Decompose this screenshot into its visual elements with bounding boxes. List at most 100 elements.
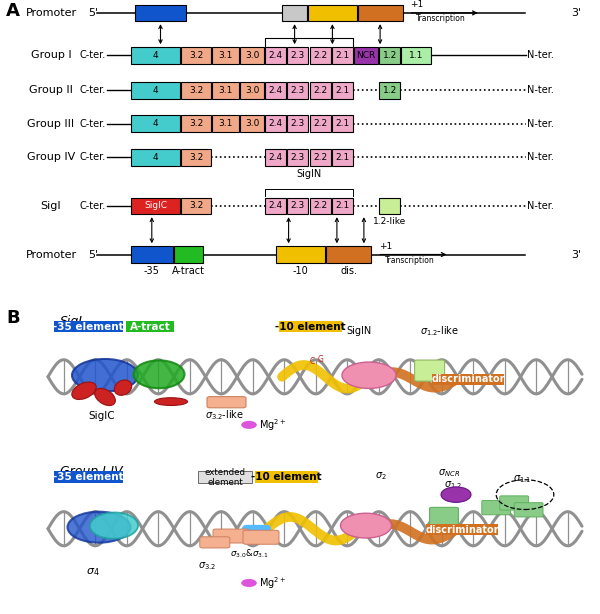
Bar bbox=[181, 82, 211, 99]
Bar bbox=[131, 149, 180, 166]
Text: -35 element: -35 element bbox=[53, 322, 124, 332]
Ellipse shape bbox=[95, 388, 115, 406]
Text: 2.4: 2.4 bbox=[269, 201, 283, 211]
Bar bbox=[181, 115, 211, 132]
Bar bbox=[126, 321, 174, 332]
Text: extended
element: extended element bbox=[205, 467, 245, 487]
Text: $\sigma_{NCR}$: $\sigma_{NCR}$ bbox=[438, 468, 460, 480]
Text: Mg$^{2+}$: Mg$^{2+}$ bbox=[259, 417, 286, 433]
Text: 2.3: 2.3 bbox=[291, 201, 305, 211]
Ellipse shape bbox=[341, 513, 392, 538]
Text: N-ter.: N-ter. bbox=[527, 201, 554, 211]
Ellipse shape bbox=[67, 511, 131, 543]
Text: Group I: Group I bbox=[31, 50, 71, 60]
Text: 2.4: 2.4 bbox=[269, 119, 283, 128]
Text: -35: -35 bbox=[144, 266, 160, 276]
Text: $\sigma_{3.2}$: $\sigma_{3.2}$ bbox=[198, 561, 216, 572]
Bar bbox=[265, 47, 286, 64]
Bar bbox=[379, 198, 400, 214]
Text: 2.2: 2.2 bbox=[313, 51, 327, 60]
Bar bbox=[174, 246, 203, 263]
Bar bbox=[135, 4, 186, 21]
Bar bbox=[332, 115, 353, 132]
FancyBboxPatch shape bbox=[243, 530, 279, 544]
Bar bbox=[310, 82, 331, 99]
Bar bbox=[287, 82, 308, 99]
Text: G: G bbox=[318, 356, 324, 364]
Text: 2.4: 2.4 bbox=[269, 51, 283, 60]
Text: N-ter.: N-ter. bbox=[527, 50, 554, 60]
Bar bbox=[308, 4, 357, 21]
Text: 3.1: 3.1 bbox=[218, 119, 233, 128]
Ellipse shape bbox=[115, 380, 131, 395]
Text: 2.1: 2.1 bbox=[335, 86, 349, 95]
Bar bbox=[332, 82, 353, 99]
Bar bbox=[240, 47, 264, 64]
Ellipse shape bbox=[72, 382, 96, 400]
Text: SigIN: SigIN bbox=[347, 326, 372, 336]
Text: 2.1: 2.1 bbox=[335, 201, 349, 211]
FancyBboxPatch shape bbox=[430, 507, 458, 527]
Text: 3.2: 3.2 bbox=[189, 153, 203, 161]
Bar bbox=[332, 149, 353, 166]
Text: Promoter: Promoter bbox=[25, 8, 77, 18]
Text: -10 element: -10 element bbox=[275, 322, 346, 332]
Text: 2.2: 2.2 bbox=[313, 86, 327, 95]
Bar bbox=[401, 47, 431, 64]
FancyBboxPatch shape bbox=[213, 529, 249, 543]
Circle shape bbox=[241, 421, 257, 429]
Bar bbox=[310, 149, 331, 166]
Text: 3.1: 3.1 bbox=[218, 51, 233, 60]
Bar bbox=[54, 472, 123, 483]
Circle shape bbox=[441, 487, 471, 502]
Text: 3.0: 3.0 bbox=[245, 86, 259, 95]
Bar bbox=[54, 321, 123, 332]
Bar bbox=[287, 149, 308, 166]
Bar bbox=[358, 4, 403, 21]
Text: N-ter.: N-ter. bbox=[527, 152, 554, 162]
Text: C-ter.: C-ter. bbox=[79, 85, 106, 95]
Text: 2.2: 2.2 bbox=[313, 153, 327, 161]
Text: 4: 4 bbox=[152, 153, 158, 161]
Text: 1.1: 1.1 bbox=[409, 51, 424, 60]
Bar bbox=[240, 82, 264, 99]
Bar bbox=[282, 4, 307, 21]
Text: C-ter.: C-ter. bbox=[79, 152, 106, 162]
Text: A-tract: A-tract bbox=[130, 322, 170, 332]
Text: 2.3: 2.3 bbox=[291, 86, 305, 95]
Text: 3': 3' bbox=[571, 249, 581, 260]
Bar bbox=[379, 82, 400, 99]
Text: $\sigma_{1.1}$: $\sigma_{1.1}$ bbox=[513, 473, 532, 485]
Text: Group II: Group II bbox=[29, 85, 73, 95]
Text: +1: +1 bbox=[379, 242, 392, 251]
Text: 3.2: 3.2 bbox=[189, 51, 203, 60]
Text: SigI: SigI bbox=[41, 201, 61, 211]
Text: 1.2-like: 1.2-like bbox=[373, 217, 406, 227]
Text: discriminator: discriminator bbox=[425, 524, 499, 535]
Circle shape bbox=[241, 579, 257, 587]
Text: C-ter.: C-ter. bbox=[79, 201, 106, 211]
FancyBboxPatch shape bbox=[415, 360, 445, 381]
Text: $\sigma_{1.2}$: $\sigma_{1.2}$ bbox=[444, 480, 462, 491]
Text: 2.1: 2.1 bbox=[335, 119, 349, 128]
Bar bbox=[212, 47, 239, 64]
Bar bbox=[212, 82, 239, 99]
Text: -10 element: -10 element bbox=[251, 472, 322, 482]
Bar bbox=[426, 524, 498, 535]
Bar bbox=[287, 47, 308, 64]
Text: Group III: Group III bbox=[28, 119, 74, 129]
Text: $\sigma_{3.2}$-like: $\sigma_{3.2}$-like bbox=[205, 408, 245, 422]
Bar bbox=[181, 198, 211, 214]
Bar bbox=[332, 198, 353, 214]
Bar bbox=[287, 198, 308, 214]
Bar bbox=[240, 115, 264, 132]
Ellipse shape bbox=[72, 359, 138, 392]
Ellipse shape bbox=[154, 398, 187, 405]
Text: C-ter.: C-ter. bbox=[79, 119, 106, 129]
Bar bbox=[265, 115, 286, 132]
Text: N-ter.: N-ter. bbox=[527, 119, 554, 129]
Text: $\sigma_{2}$: $\sigma_{2}$ bbox=[375, 470, 387, 482]
Text: $\sigma_{1.2}$-like: $\sigma_{1.2}$-like bbox=[420, 324, 459, 338]
Bar bbox=[265, 149, 286, 166]
Text: 2.3: 2.3 bbox=[291, 51, 305, 60]
